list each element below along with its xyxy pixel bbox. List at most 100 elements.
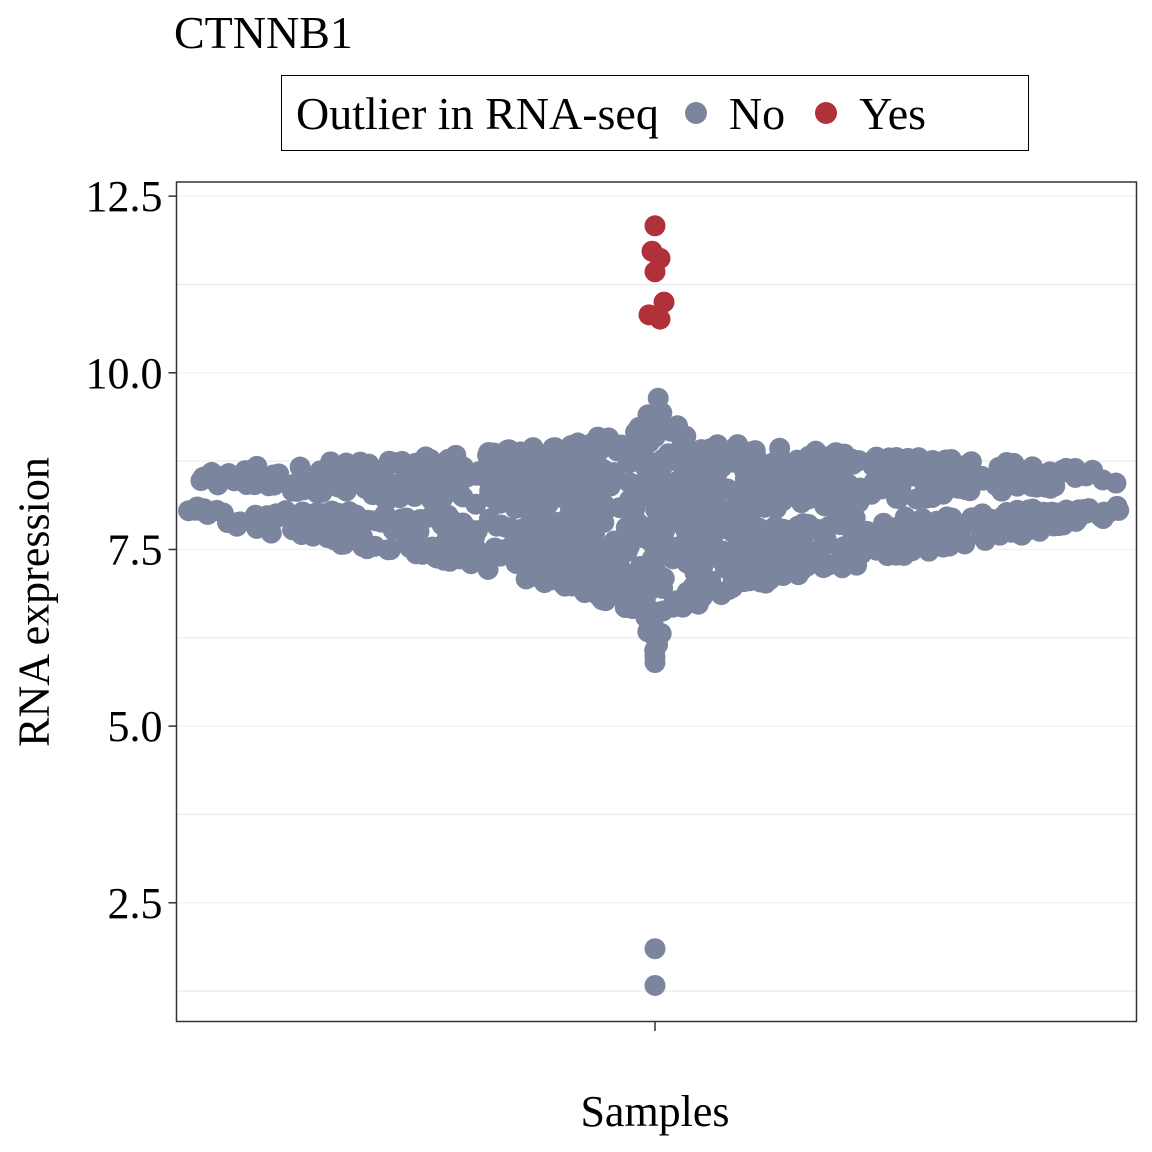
chart-title: CTNNB1 xyxy=(174,7,353,58)
point-no xyxy=(343,472,365,494)
point-no xyxy=(502,454,524,476)
y-tick-label: 7.5 xyxy=(108,525,163,574)
point-no xyxy=(592,547,614,569)
point-no xyxy=(979,508,1001,530)
point-no xyxy=(1001,513,1023,535)
y-axis-label: RNA expression xyxy=(9,457,59,747)
point-no xyxy=(211,465,233,487)
point-no xyxy=(660,420,682,442)
point-no xyxy=(513,473,535,495)
point-no xyxy=(302,509,324,531)
point-no xyxy=(1047,502,1069,524)
legend: Outlier in RNA-seq No Yes xyxy=(281,75,1029,151)
point-no xyxy=(1026,515,1048,537)
point-no xyxy=(681,444,703,466)
point-no xyxy=(365,510,387,532)
point-no xyxy=(622,500,644,522)
point-yes xyxy=(653,291,675,313)
point-no xyxy=(653,567,675,589)
point-no xyxy=(546,531,568,553)
point-no xyxy=(670,535,692,557)
point-no xyxy=(657,443,679,465)
point-no xyxy=(893,536,915,558)
point-no xyxy=(654,520,676,542)
point-no xyxy=(815,529,837,551)
point-no xyxy=(484,537,506,559)
point-no xyxy=(547,560,569,582)
point-no xyxy=(317,527,339,549)
point-no xyxy=(281,504,303,526)
point-no xyxy=(373,487,395,509)
point-no xyxy=(415,446,437,468)
point-no xyxy=(769,557,791,579)
point-no xyxy=(289,456,311,478)
point-no xyxy=(1092,469,1114,491)
point-no xyxy=(991,474,1013,496)
point-no xyxy=(498,439,520,461)
point-no xyxy=(808,462,830,484)
point-no xyxy=(463,527,485,549)
point-no xyxy=(745,446,767,468)
point-yes xyxy=(644,215,666,237)
point-no xyxy=(750,536,772,558)
point-no xyxy=(926,510,948,532)
point-no xyxy=(908,453,930,475)
point-no xyxy=(773,451,795,473)
point-no xyxy=(676,581,698,603)
point-no xyxy=(377,539,399,561)
data-points xyxy=(178,215,1130,996)
point-no xyxy=(605,565,627,587)
point-no xyxy=(645,469,667,491)
point-no xyxy=(479,485,501,507)
point-no xyxy=(586,568,608,590)
y-axis: 2.5 5.0 7.5 10.0 12.5 xyxy=(86,172,177,928)
point-no xyxy=(283,473,305,495)
point-no xyxy=(521,522,543,544)
point-no xyxy=(834,513,856,535)
point-no xyxy=(609,437,631,459)
point-no xyxy=(456,466,478,488)
point-no xyxy=(729,552,751,574)
point-no xyxy=(460,553,482,575)
point-no xyxy=(400,463,422,485)
point-no xyxy=(439,523,461,545)
point-no xyxy=(825,442,847,464)
legend-key-no xyxy=(684,102,707,124)
point-no xyxy=(960,451,982,473)
point-no xyxy=(807,487,829,509)
point-no xyxy=(791,482,813,504)
point-no xyxy=(647,387,669,409)
point-no xyxy=(587,584,609,606)
point-no xyxy=(835,494,857,516)
point-no xyxy=(617,519,639,541)
point-no xyxy=(401,520,423,542)
point-no xyxy=(684,550,706,572)
point-no xyxy=(362,462,384,484)
point-no xyxy=(522,560,544,582)
point-no xyxy=(569,448,591,470)
y-tick-label: 5.0 xyxy=(108,702,163,751)
point-no xyxy=(477,558,499,580)
point-no xyxy=(699,438,721,460)
point-no xyxy=(320,451,342,473)
point-no xyxy=(422,485,444,507)
point-no xyxy=(568,528,590,550)
point-no xyxy=(404,485,426,507)
point-no xyxy=(706,463,728,485)
point-no xyxy=(1016,468,1038,490)
point-no xyxy=(535,509,557,531)
point-no xyxy=(796,555,818,577)
point-no xyxy=(781,537,803,559)
point-no xyxy=(959,480,981,502)
point-no xyxy=(696,531,718,553)
point-no xyxy=(792,513,814,535)
point-no xyxy=(749,517,771,539)
point-no xyxy=(856,482,878,504)
point-no xyxy=(798,445,820,467)
point-no xyxy=(263,506,285,528)
point-no xyxy=(489,468,511,490)
legend-key-yes xyxy=(815,102,838,124)
point-no xyxy=(644,974,666,996)
point-no xyxy=(445,444,467,466)
legend-title: Outlier in RNA-seq xyxy=(296,87,659,139)
